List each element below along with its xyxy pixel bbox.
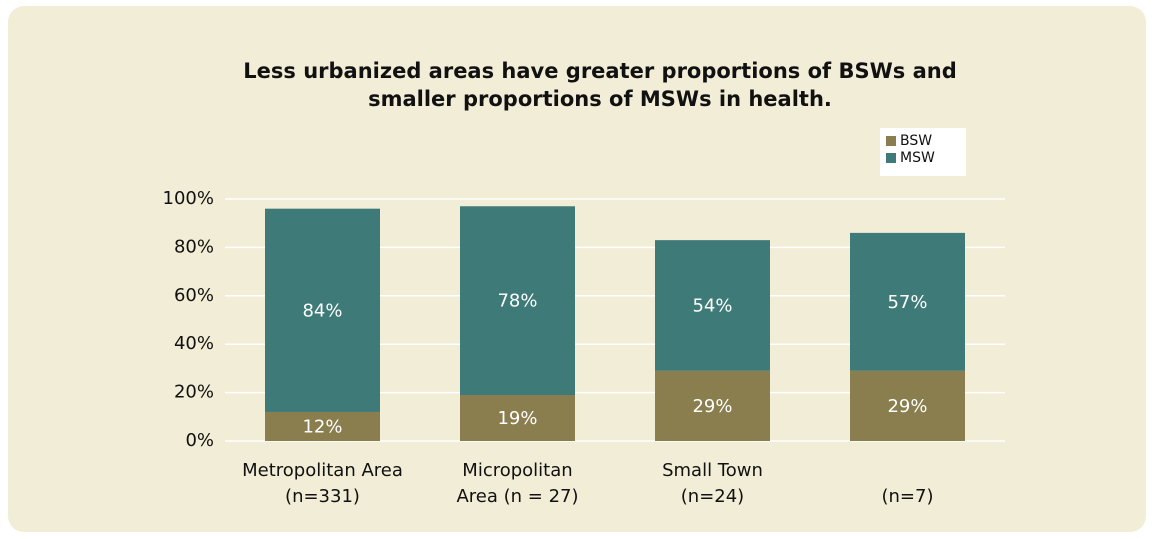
legend-text: BSW [900, 133, 932, 149]
y-tick-label: 100% [163, 188, 214, 209]
x-tick-label: Small Town [662, 460, 763, 481]
x-tick-label: (n=7) [882, 486, 934, 507]
legend-swatch [886, 153, 896, 163]
legend-swatch [886, 136, 896, 146]
bar-segment [655, 240, 770, 371]
value-label: 29% [887, 396, 927, 417]
x-tick-label: (n=331) [285, 486, 360, 507]
chart-title: Less urbanized areas have greater propor… [243, 59, 956, 83]
value-label: 57% [887, 292, 927, 313]
x-tick-label: Area (n = 27) [456, 486, 578, 507]
legend-text: MSW [900, 150, 935, 166]
value-label: 54% [692, 295, 732, 316]
value-label: 29% [692, 396, 732, 417]
value-label: 78% [497, 291, 537, 312]
bar-segment [460, 206, 575, 396]
bar-segment [265, 208, 380, 412]
x-tick-label: (n=24) [681, 486, 744, 507]
y-tick-label: 0% [185, 430, 214, 451]
y-tick-label: 60% [174, 285, 214, 306]
x-tick-label: Micropolitan [462, 460, 572, 481]
bar-segment [265, 411, 380, 441]
y-tick-label: 80% [174, 236, 214, 257]
y-tick-label: 20% [174, 382, 214, 403]
bar-segment [850, 232, 965, 371]
value-label: 19% [497, 408, 537, 429]
bar-segment [850, 370, 965, 441]
value-label: 84% [302, 300, 342, 321]
bar-segment [460, 395, 575, 441]
x-tick-label: Metropolitan Area [242, 460, 403, 481]
value-label: 12% [302, 416, 342, 437]
bar-segment [655, 370, 770, 441]
chart-title: smaller proportions of MSWs in health. [368, 87, 832, 111]
y-tick-label: 40% [174, 333, 214, 354]
panel [8, 6, 1146, 532]
